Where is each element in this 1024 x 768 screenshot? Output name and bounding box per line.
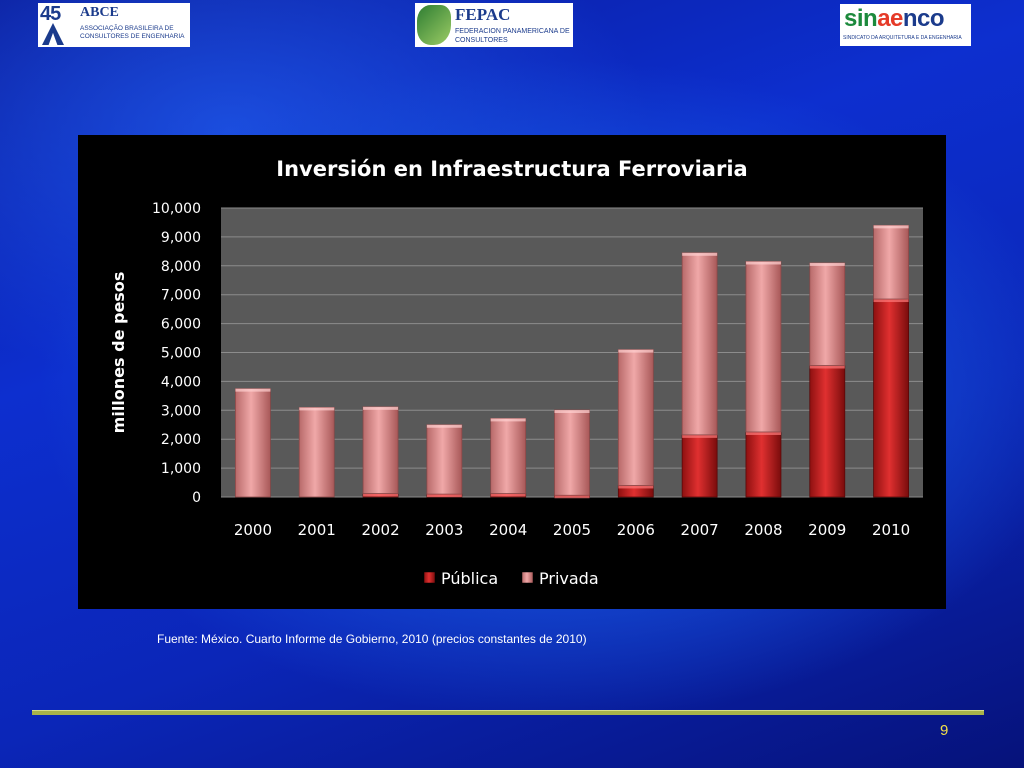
x-tick-label: 2009 (808, 521, 846, 539)
americas-map-icon (417, 5, 451, 45)
bar-privada-2009 (809, 262, 846, 366)
bar-highlight-2006 (618, 485, 654, 489)
bar-publica-2010 (873, 298, 909, 498)
legend-label-privada: Privada (539, 569, 599, 588)
y-tick-label: 5,000 (161, 346, 201, 362)
chart: Inversión en Infraestructura Ferroviaria… (109, 157, 923, 588)
legend-label-publica: Pública (441, 569, 498, 588)
bar-privada-2007 (681, 252, 718, 436)
bar-highlight-2007 (682, 434, 718, 438)
bar-privada-2008 (745, 261, 782, 433)
abce-logo: 45 ABCE ASSOCIAÇÃO BRASILEIRA DE CONSULT… (38, 3, 190, 47)
source-note: Fuente: México. Cuarto Informe de Gobier… (157, 632, 587, 646)
sinaenco-logo-name-part3: nco (902, 5, 945, 32)
y-tick-label: 1,000 (161, 461, 201, 477)
bar-highlight-2009 (809, 365, 845, 369)
bar-highlight-2008 (745, 261, 781, 265)
abce-logo-number: 45 (40, 3, 61, 25)
legend-swatch-privada (521, 571, 534, 584)
bar-highlight-2010 (873, 299, 909, 303)
bar-highlight-2002 (363, 493, 399, 497)
x-tick-label: 2001 (298, 521, 336, 539)
y-tick-label: 0 (192, 490, 201, 506)
bar-highlight-2005 (554, 495, 590, 499)
bar-highlight-2006 (618, 349, 654, 353)
x-tick-label: 2000 (234, 521, 272, 539)
bar-publica-2008 (745, 431, 782, 498)
y-tick-label: 6,000 (161, 317, 201, 333)
x-tick-label: 2007 (681, 521, 719, 539)
bar-privada-2001 (298, 407, 335, 498)
x-tick-label: 2010 (872, 521, 910, 539)
y-tick-label: 10,000 (152, 201, 201, 217)
footer-divider (32, 710, 984, 715)
x-tick-label: 2003 (425, 521, 463, 539)
bar-highlight-2001 (299, 407, 335, 411)
bar-highlight-2007 (682, 252, 718, 256)
bar-highlight-2004 (490, 493, 526, 497)
sinaenco-logo: sinaenco SINDICATO DA ARQUITETURA E DA E… (840, 4, 971, 46)
x-tick-label: 2005 (553, 521, 591, 539)
bar-privada-2000 (235, 388, 271, 498)
bar-highlight-2008 (745, 431, 781, 435)
bar-highlight-2010 (873, 225, 909, 229)
bar-highlight-2003 (426, 424, 462, 428)
bar-privada-2006 (617, 349, 654, 486)
sinaenco-logo-name: sinaenco (844, 5, 945, 33)
bar-privada-2005 (554, 409, 590, 496)
x-tick-label: 2004 (489, 521, 527, 539)
y-tick-label: 4,000 (161, 374, 201, 390)
chart-panel: Inversión en Infraestructura Ferroviaria… (78, 135, 946, 609)
fepac-logo: FEPAC FEDERACION PANAMERICANA DE CONSULT… (415, 3, 573, 47)
bar-privada-2010 (873, 224, 909, 300)
y-tick-label: 9,000 (161, 230, 201, 246)
y-tick-label: 2,000 (161, 432, 201, 448)
bar-privada-2003 (426, 424, 463, 495)
bar-privada-2002 (362, 406, 399, 494)
x-tick-label: 2006 (617, 521, 655, 539)
sinaenco-logo-name-part1: sin (844, 5, 878, 32)
x-tick-label: 2008 (744, 521, 782, 539)
bar-highlight-2003 (426, 494, 462, 498)
x-tick-label: 2002 (361, 521, 399, 539)
bar-publica-2009 (809, 365, 846, 498)
bar-publica-2007 (681, 434, 718, 498)
y-tick-label: 8,000 (161, 259, 201, 275)
abce-logo-name: ABCE (80, 5, 119, 20)
abce-logo-subtitle: ASSOCIAÇÃO BRASILEIRA DE CONSULTORES DE … (80, 25, 185, 40)
bar-highlight-2009 (809, 262, 845, 266)
y-tick-label: 3,000 (161, 403, 201, 419)
fepac-logo-name: FEPAC (455, 5, 511, 24)
abce-logo-mark-icon (42, 23, 64, 45)
fepac-logo-subtitle: FEDERACION PANAMERICANA DE CONSULTORES (455, 28, 570, 44)
bar-highlight-2005 (554, 410, 590, 414)
bar-privada-2004 (490, 417, 527, 494)
bar-highlight-2002 (363, 406, 399, 410)
bar-highlight-2004 (490, 418, 526, 422)
sinaenco-logo-subtitle: SINDICATO DA ARQUITETURA E DA ENGENHARIA (843, 35, 962, 41)
page-number: 9 (940, 722, 949, 739)
bar-highlight-2000 (235, 388, 271, 392)
y-axis-label: millones de pesos (109, 272, 128, 434)
y-tick-label: 7,000 (161, 288, 201, 304)
chart-title: Inversión en Infraestructura Ferroviaria (276, 157, 747, 181)
legend-swatch-publica (423, 571, 436, 584)
sinaenco-logo-name-part2: ae (877, 5, 903, 32)
